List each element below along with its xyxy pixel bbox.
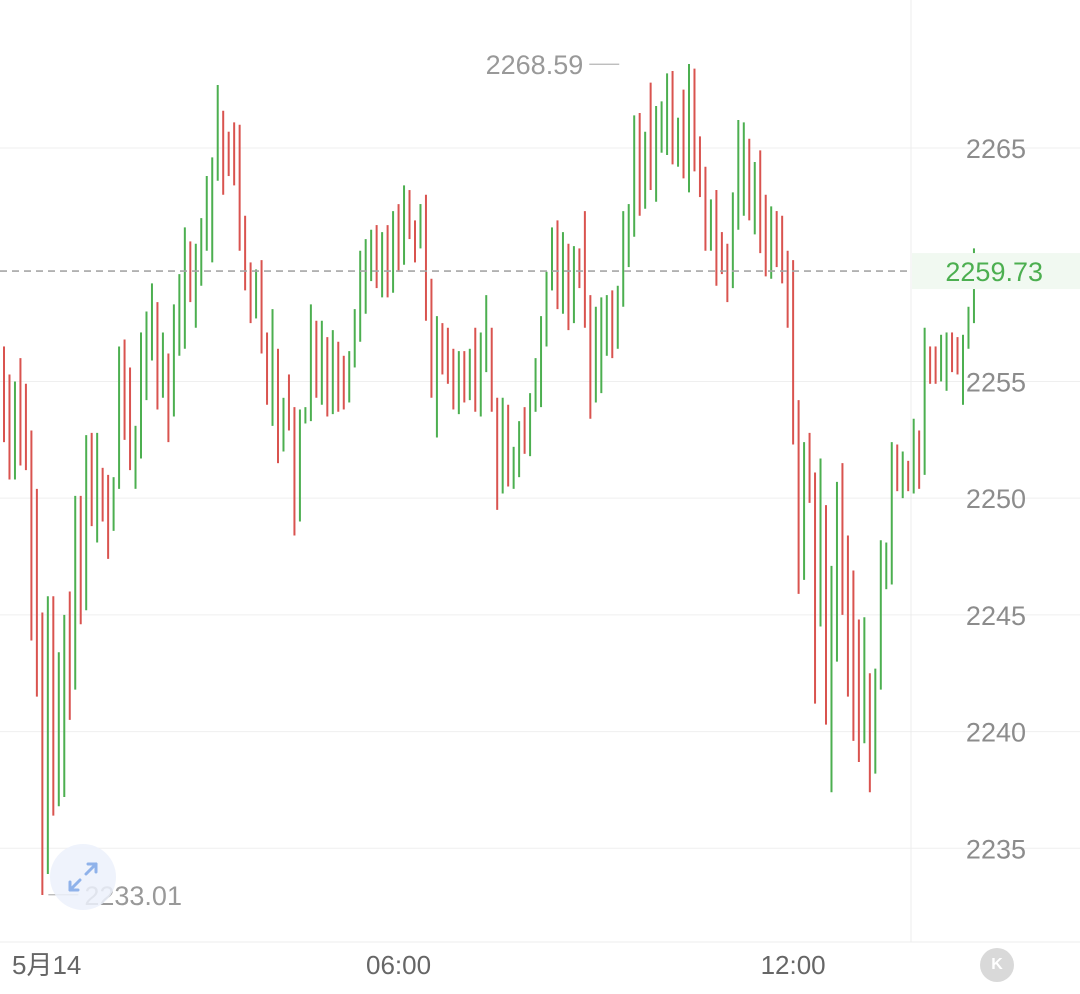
k-line-toggle-button[interactable]: K	[980, 948, 1014, 982]
y-tick-label: 2240	[966, 718, 1026, 748]
y-tick-label: 2265	[966, 134, 1026, 164]
ohlc-bars	[3, 64, 975, 895]
current-price-label: 2259.73	[945, 257, 1043, 287]
y-tick-label: 2245	[966, 601, 1026, 631]
expand-chart-button[interactable]	[50, 844, 116, 910]
y-axis: 2235 2240 2245 2250 2255 2265	[966, 134, 1026, 864]
grid-lines	[0, 0, 1080, 943]
x-tick-label: 06:00	[366, 950, 431, 980]
x-tick-label: 12:00	[761, 950, 826, 980]
k-icon: K	[991, 956, 1003, 973]
y-tick-label: 2255	[966, 367, 1026, 397]
x-tick-label: 5月14	[12, 950, 81, 980]
y-tick-label: 2250	[966, 484, 1026, 514]
current-price-tag	[912, 253, 1080, 290]
expand-arrows-icon	[68, 862, 98, 892]
x-axis: 5月14 06:00 12:00	[12, 950, 826, 980]
y-tick-label: 2235	[966, 834, 1026, 864]
high-price-label: 2268.59	[486, 50, 584, 80]
